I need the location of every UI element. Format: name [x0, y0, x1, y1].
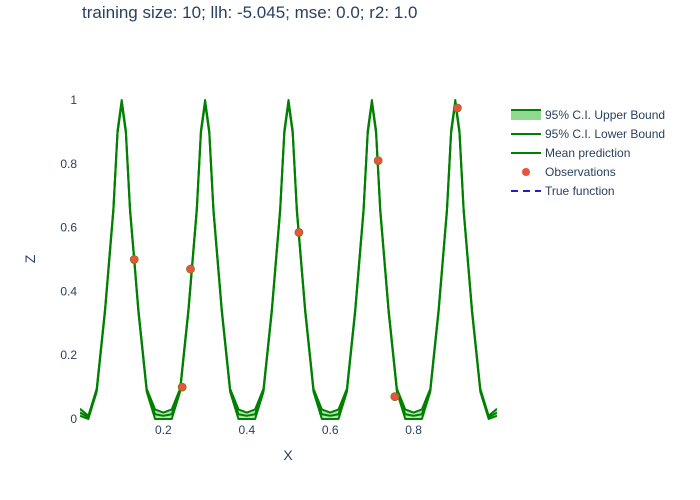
confidence-band [80, 100, 497, 419]
y-tick-label: 0 [70, 412, 77, 426]
lower-bound-line [80, 103, 497, 419]
y-tick-label: 0.4 [60, 284, 77, 298]
legend[interactable]: 95% C.I. Upper Bound 95% C.I. Lower Bound… [511, 108, 665, 198]
y-tick-label: 0.6 [60, 221, 77, 235]
upper-bound-line [80, 100, 497, 416]
x-tick-label: 0.4 [238, 423, 255, 437]
legend-label: Mean prediction [545, 146, 630, 160]
legend-label: True function [545, 184, 615, 198]
x-tick-label: 0.8 [405, 423, 422, 437]
legend-swatch [511, 110, 541, 120]
legend-swatch [522, 168, 530, 176]
x-tick-label: 0.6 [322, 423, 339, 437]
x-tick-label: 0.2 [155, 423, 172, 437]
legend-item[interactable]: Observations [522, 165, 616, 179]
legend-label: 95% C.I. Lower Bound [545, 127, 665, 141]
observation-point[interactable] [130, 256, 138, 264]
y-tick-label: 1 [70, 93, 77, 107]
observation-point[interactable] [295, 228, 303, 236]
legend-label: Observations [545, 165, 616, 179]
y-axis-ticks: 0 0.2 0.4 0.6 0.8 1 [60, 93, 77, 426]
legend-item[interactable]: True function [511, 184, 615, 198]
x-axis-title: X [283, 447, 293, 463]
observation-point[interactable] [391, 393, 399, 401]
legend-label: 95% C.I. Upper Bound [545, 108, 665, 122]
legend-item[interactable]: Mean prediction [511, 146, 630, 160]
plot-area [80, 100, 497, 419]
y-tick-label: 0.8 [60, 157, 77, 171]
y-tick-label: 0.2 [60, 348, 77, 362]
mean-prediction-line [80, 102, 497, 418]
legend-item[interactable]: 95% C.I. Lower Bound [511, 127, 665, 141]
legend-item[interactable]: 95% C.I. Upper Bound [511, 108, 665, 122]
x-axis-ticks: 0.2 0.4 0.6 0.8 [155, 423, 422, 437]
observation-point[interactable] [187, 265, 195, 273]
observation-point[interactable] [178, 383, 186, 391]
chart-title: training size: 10; llh: -5.045; mse: 0.0… [82, 3, 417, 22]
observation-point[interactable] [374, 157, 382, 165]
observation-point[interactable] [453, 104, 461, 112]
y-axis-title: Z [22, 254, 38, 263]
